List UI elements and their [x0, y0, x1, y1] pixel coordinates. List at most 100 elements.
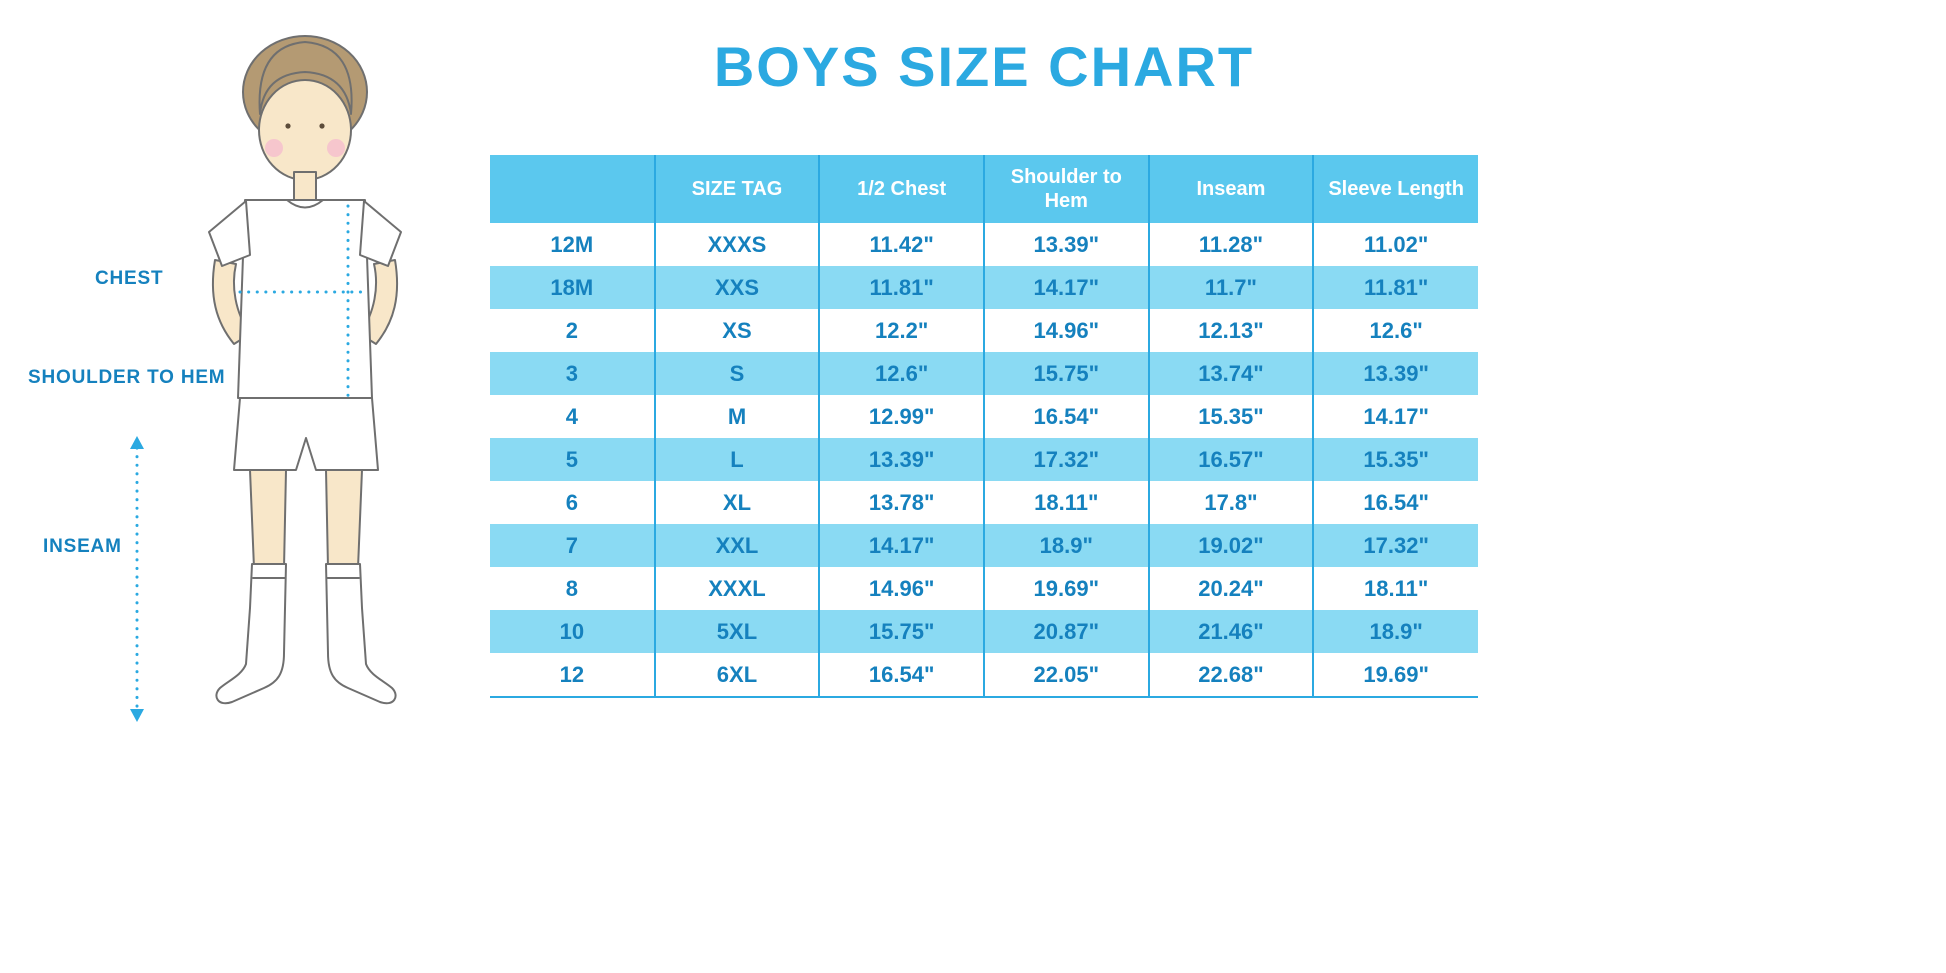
table-cell: 20.87"	[982, 610, 1149, 653]
table-cell: 14.17"	[1312, 395, 1478, 438]
table-header-cell: SIZE TAG	[653, 155, 820, 223]
table-cell: 5	[490, 438, 655, 481]
table-cell: 22.05"	[982, 653, 1149, 698]
blush-right	[327, 139, 345, 157]
table-header-cell	[490, 155, 655, 223]
table-cell: 16.54"	[818, 653, 984, 698]
table-cell: 16.57"	[1147, 438, 1314, 481]
table-cell: XS	[653, 309, 820, 352]
table-cell: 19.69"	[1312, 653, 1478, 698]
table-row: 6 XL 13.78" 18.11" 17.8" 16.54"	[490, 481, 1478, 524]
table-cell: 14.17"	[982, 266, 1149, 309]
table-cell: 15.35"	[1147, 395, 1314, 438]
table-cell: 13.39"	[982, 223, 1149, 266]
table-cell: 12.2"	[818, 309, 984, 352]
table-cell: 3	[490, 352, 655, 395]
table-cell: 21.46"	[1147, 610, 1314, 653]
table-cell: 11.28"	[1147, 223, 1314, 266]
shoulder-to-hem-label: SHOULDER TO HEM	[28, 367, 226, 388]
sleeve-right	[359, 200, 402, 267]
table-cell: 13.39"	[818, 438, 984, 481]
neck-shape	[293, 171, 317, 203]
table-row: 10 5XL 15.75" 20.87" 21.46" 18.9"	[490, 610, 1478, 653]
inseam-arrow-top	[130, 436, 144, 449]
table-cell: 13.39"	[1312, 352, 1478, 395]
table-cell: 12.99"	[818, 395, 984, 438]
table-header-cell: Shoulder to Hem	[982, 155, 1149, 223]
table-row: 2 XS 12.2" 14.96" 12.13" 12.6"	[490, 309, 1478, 352]
table-cell: 18.9"	[982, 524, 1149, 567]
table-cell: 17.32"	[1312, 524, 1478, 567]
table-cell: XXXS	[653, 223, 820, 266]
table-header-cell: Inseam	[1147, 155, 1314, 223]
boy-illustration-svg	[130, 35, 402, 722]
table-cell: XXL	[653, 524, 820, 567]
table-cell: 19.69"	[982, 567, 1149, 610]
table-cell: 17.32"	[982, 438, 1149, 481]
table-cell: 18.11"	[982, 481, 1149, 524]
table-header: SIZE TAG 1/2 Chest Shoulder to Hem Inseam Sl…	[490, 155, 1478, 223]
face-shape	[258, 79, 352, 181]
inseam-label: INSEAM	[43, 536, 122, 557]
sock-left	[215, 563, 287, 705]
table-cell: L	[653, 438, 820, 481]
eye-right	[319, 123, 325, 129]
table-cell: M	[653, 395, 820, 438]
boy-illustration	[10, 8, 480, 768]
page-title: BOYS SIZE CHART	[713, 35, 1255, 98]
shirt-shape	[237, 199, 373, 399]
table-cell: 18.11"	[1312, 567, 1478, 610]
table-cell: 6	[490, 481, 655, 524]
inseam-arrow-bottom	[130, 709, 144, 722]
table-header-cell: 1/2 Chest	[818, 155, 984, 223]
collar-line	[286, 199, 324, 209]
table-cell: 17.8"	[1147, 481, 1314, 524]
table-row: 5 L 13.39" 17.32" 16.57" 15.35"	[490, 438, 1478, 481]
table-cell: 11.02"	[1312, 223, 1478, 266]
table-cell: 2	[490, 309, 655, 352]
leg-right	[325, 469, 363, 569]
table-cell: 13.78"	[818, 481, 984, 524]
table-row: 12 6XL 16.54" 22.05" 22.68" 19.69"	[490, 653, 1478, 698]
table-row: 8 XXXL 14.96" 19.69" 20.24" 18.11"	[490, 567, 1478, 610]
table-cell: XXS	[653, 266, 820, 309]
eye-left	[285, 123, 291, 129]
table-cell: 11.42"	[818, 223, 984, 266]
size-chart-table: SIZE TAG 1/2 Chest Shoulder to Hem Inseam Sl…	[490, 155, 1478, 698]
table-cell: 18M	[490, 266, 655, 309]
table-row: 7 XXL 14.17" 18.9" 19.02" 17.32"	[490, 524, 1478, 567]
hair-fringe	[258, 41, 353, 115]
table-cell: 15.35"	[1312, 438, 1478, 481]
table-cell: XL	[653, 481, 820, 524]
leg-left	[249, 469, 287, 569]
table-cell: 10	[490, 610, 655, 653]
table-cell: 15.75"	[982, 352, 1149, 395]
sleeve-left	[208, 200, 251, 267]
table-cell: 4	[490, 395, 655, 438]
table-body: 12M XXXS 11.42" 13.39" 11.28" 11.02" 18M XXS 11.…	[490, 223, 1478, 698]
table-cell: 8	[490, 567, 655, 610]
table-row: 4 M 12.99" 16.54" 15.35" 14.17"	[490, 395, 1478, 438]
shorts-shape	[233, 397, 379, 471]
table-cell: 22.68"	[1147, 653, 1314, 698]
table-cell: 20.24"	[1147, 567, 1314, 610]
table-cell: 14.96"	[982, 309, 1149, 352]
table-cell: 7	[490, 524, 655, 567]
table-cell: 19.02"	[1147, 524, 1314, 567]
table-cell: 11.81"	[818, 266, 984, 309]
table-row: 3 S 12.6" 15.75" 13.74" 13.39"	[490, 352, 1478, 395]
table-cell: 15.75"	[818, 610, 984, 653]
table-cell: 5XL	[653, 610, 820, 653]
table-cell: 12.6"	[1312, 309, 1478, 352]
table-cell: 12M	[490, 223, 655, 266]
table-cell: 6XL	[653, 653, 820, 698]
table-cell: 14.96"	[818, 567, 984, 610]
sock-right	[325, 563, 397, 705]
table-cell: 12	[490, 653, 655, 698]
table-cell: 16.54"	[1312, 481, 1478, 524]
table-cell: 13.74"	[1147, 352, 1314, 395]
table-header-row: SIZE TAG 1/2 Chest Shoulder to Hem Inseam Sl…	[490, 155, 1478, 223]
table-header-cell: Sleeve Length	[1312, 155, 1478, 223]
table-row: 12M XXXS 11.42" 13.39" 11.28" 11.02"	[490, 223, 1478, 266]
